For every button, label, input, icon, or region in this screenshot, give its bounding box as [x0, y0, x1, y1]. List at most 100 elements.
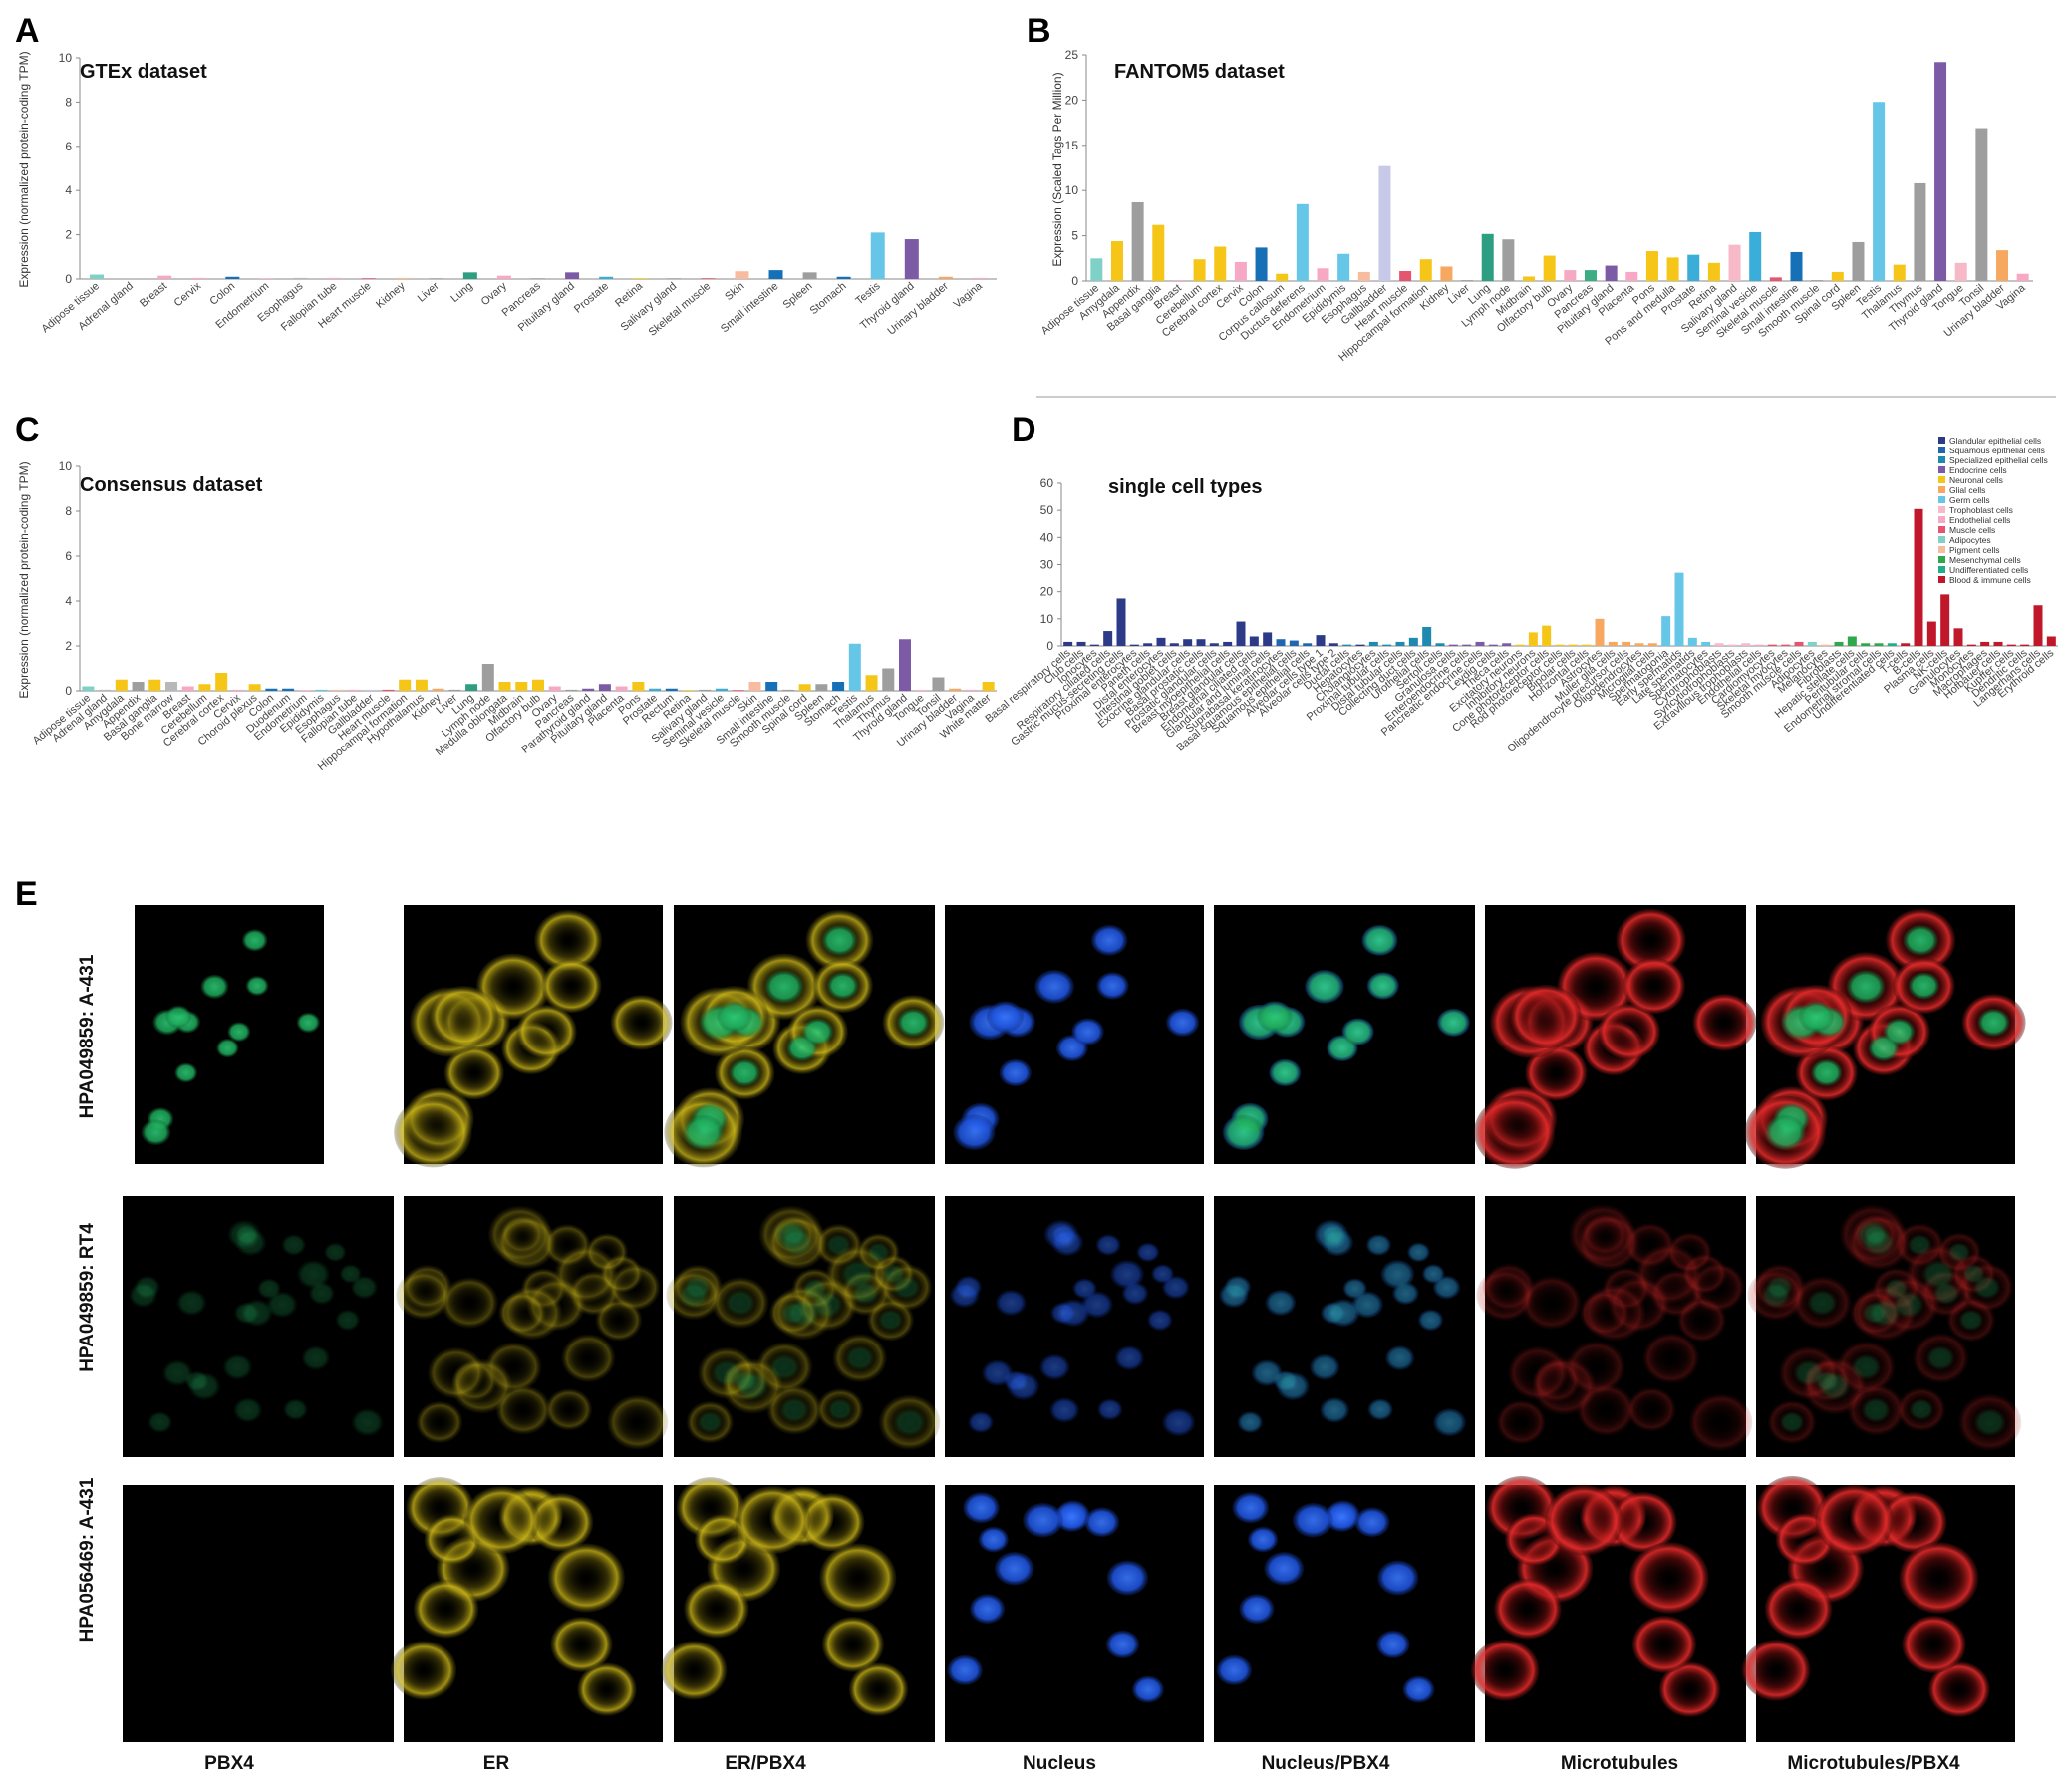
bar-consensus-hippocampal-formation	[399, 679, 412, 691]
bar-singlecell-extravillous-trophoblasts	[1741, 643, 1751, 646]
pbx4-signal	[1851, 1354, 1881, 1380]
microtubule-signal	[1692, 994, 1757, 1051]
bar-consensus-hypothalamus	[415, 679, 428, 691]
bar-consensus-skin	[748, 682, 761, 691]
microscopy-tile-r2-c6	[1476, 1196, 1753, 1457]
er-signal	[550, 1617, 613, 1672]
bar-fantom5-ovary	[1564, 270, 1577, 281]
y-tick-label: 25	[1065, 48, 1079, 62]
legend-entry: Pigment cells	[1949, 545, 2000, 555]
pbx4-signal	[698, 1411, 723, 1433]
bar-singlecell-alveolar-cells-type-2	[1328, 643, 1338, 646]
y-tick-label: 30	[1040, 558, 1054, 572]
bar-gtex-kidney	[395, 277, 410, 279]
microscopy-tile-r1-c7	[1744, 905, 2026, 1169]
bar-consensus-duodenum	[282, 688, 295, 691]
bar-fantom5-placenta	[1625, 271, 1638, 281]
microtubule-signal	[1508, 1345, 1568, 1400]
bar-gtex-esophagus	[293, 277, 308, 279]
x-tick-label: Adipose tissue	[39, 280, 102, 335]
bar-consensus-adipose-tissue	[82, 686, 95, 691]
microtubule-signal	[1496, 1400, 1546, 1445]
bar-gtex-cervix	[191, 277, 206, 279]
bar-fantom5-cerebral-cortex	[1214, 246, 1227, 281]
pbx4-signal	[351, 1408, 384, 1436]
bar-singlecell-rod-photoreceptor-cells	[1555, 644, 1565, 646]
nucleus-signal	[1147, 1309, 1173, 1332]
bar-fantom5-tongue	[1954, 262, 1967, 281]
pbx4-signal	[1765, 1114, 1806, 1150]
bar-singlecell-inhibitory-neurons	[1528, 632, 1538, 646]
nucleus-signal	[953, 1114, 996, 1151]
bar-singlecell-granulosa-cells	[1448, 644, 1458, 646]
bar-consensus-prostate	[649, 688, 662, 691]
pbx4-signal	[712, 1359, 742, 1386]
y-tick-label: 6	[65, 140, 72, 153]
bar-singlecell-melanocytes	[1821, 644, 1831, 646]
bar-consensus-pons	[632, 682, 645, 691]
pbx4-signal	[737, 1372, 769, 1400]
bar-fantom5-testis	[1873, 102, 1886, 281]
bar-singlecell-respiratory-ciliated-cells	[1103, 631, 1113, 646]
pbx4-signal	[1367, 972, 1399, 1000]
pbx4-signal	[1807, 1290, 1838, 1316]
nucleus-signal	[1292, 1502, 1333, 1538]
bar-consensus-liver	[448, 689, 461, 691]
er-signal	[610, 995, 673, 1050]
bar-consensus-thymus	[882, 668, 895, 691]
bar-singlecell-suprabasal-keratinocytes	[1276, 639, 1286, 646]
pbx4-signal	[1973, 1276, 2001, 1300]
pbx4-signal	[827, 1398, 853, 1420]
bar-singlecell-b-cells	[1914, 508, 1923, 646]
pbx4-signal	[200, 974, 229, 999]
bar-fantom5-tonsil	[1975, 128, 1988, 281]
bar-consensus-spinal-cord	[798, 684, 811, 691]
bar-consensus-lymph-node	[481, 664, 494, 691]
bar-fantom5-spinal-cord	[1831, 271, 1844, 281]
bar-gtex-skeletal-muscle	[701, 278, 716, 279]
pbx4-signal	[1903, 925, 1938, 956]
pbx4-signal	[1381, 1260, 1414, 1289]
er-signal	[561, 1334, 616, 1382]
microscopy-tile-r1-c2	[394, 905, 673, 1168]
bar-singlecell-granulocytes	[1953, 628, 1963, 646]
pbx4-signal	[780, 1302, 806, 1325]
er-signal	[496, 1215, 556, 1270]
bar-singlecell-ductal-cells	[1342, 644, 1352, 646]
legend-entry: Undifferentiated cells	[1949, 565, 2028, 575]
nucleus-signal	[1162, 1408, 1196, 1437]
bar-consensus-basal-ganglia	[148, 679, 161, 691]
er-signal	[541, 958, 602, 1014]
pbx4-signal	[893, 1275, 920, 1300]
pbx4-signal	[1269, 1058, 1301, 1086]
bar-singlecell-spermatogonia	[1661, 616, 1671, 646]
legend-entry: Specialized epithelial cells	[1949, 455, 2048, 465]
pbx4-signal	[296, 1012, 321, 1033]
bar-gtex-lung	[462, 272, 477, 279]
nucleus-signal	[1084, 1507, 1120, 1538]
row-label-1: HPA049859: A-431	[77, 954, 98, 1118]
bar-gtex-adipose-tissue	[90, 274, 105, 279]
legend-entry: Glial cells	[1949, 485, 1985, 495]
pbx4-signal	[1926, 1345, 1955, 1370]
bar-singlecell-paneth-cells	[1143, 643, 1153, 646]
bar-singlecell-cardiomyocytes	[1767, 644, 1777, 646]
bar-fantom5-pons-and-medulla	[1666, 257, 1679, 281]
panel-letter-d: D	[1012, 411, 1036, 448]
microtubule-signal	[1510, 984, 1582, 1049]
bar-consensus-fallopian-tube	[349, 689, 361, 691]
pbx4-signal	[781, 1229, 813, 1256]
er-signal	[429, 986, 498, 1047]
bar-fantom5-epididymis	[1337, 253, 1350, 281]
pbx4-signal	[1977, 1008, 2010, 1037]
microtubule-signal	[1815, 1484, 1894, 1556]
legend-swatch	[1938, 486, 1945, 493]
er-signal	[684, 1579, 749, 1639]
chart-title-fantom5: FANTOM5 dataset	[1114, 61, 1285, 83]
nucleus-signal	[1136, 1242, 1160, 1262]
y-tick-label: 10	[1040, 612, 1054, 626]
pbx4-signal	[679, 1283, 709, 1308]
bar-singlecell-erythroid-cells	[2046, 636, 2056, 646]
panel-letter-b: B	[1027, 12, 1051, 50]
